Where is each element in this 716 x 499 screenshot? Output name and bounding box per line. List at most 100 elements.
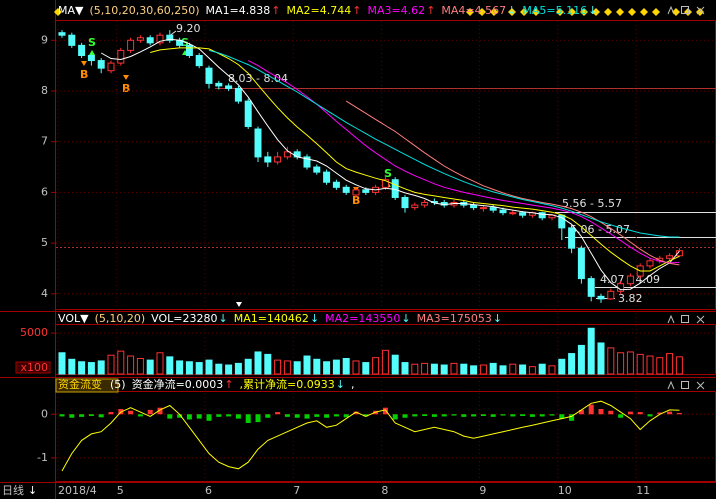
signal-diamond: [580, 8, 588, 16]
volume-bar: [440, 364, 448, 375]
price-annotation: 8.03 - 8.04: [228, 72, 288, 85]
header-text: ↓: [588, 4, 597, 17]
volume-bar: [617, 352, 625, 375]
candle-body: [362, 189, 370, 193]
price-annotation: 3.82: [618, 292, 643, 305]
flow-bar: [137, 414, 143, 417]
candle-body: [587, 278, 595, 297]
y-tick-label: 0: [41, 407, 48, 420]
candle-body: [195, 54, 203, 67]
header-text: MA2=4.744: [287, 4, 352, 17]
level-lines: [56, 30, 716, 299]
sell-signal: S: [384, 167, 392, 180]
header-text: MA3=175053: [417, 312, 492, 325]
candle-body: [117, 49, 125, 64]
volume-bar: [274, 359, 282, 375]
maximize-icon[interactable]: [681, 6, 689, 14]
flow-bar: [500, 414, 506, 416]
flow-bar: [59, 414, 65, 417]
volume-bar: [185, 361, 193, 375]
volume-bar: [234, 362, 242, 375]
signal-diamond: [568, 8, 576, 16]
close-icon[interactable]: [696, 381, 705, 390]
flow-bar: [88, 414, 94, 416]
header-text: 资金流变: [58, 377, 102, 391]
buy-signal: B: [352, 194, 360, 207]
header-text: VOL=23280: [151, 312, 217, 325]
up-icon[interactable]: [667, 5, 675, 15]
candle-body: [499, 209, 507, 214]
flow-bar: [98, 414, 104, 418]
volume-bar: [656, 357, 664, 375]
flow-bar: [529, 414, 535, 417]
flow-bar: [128, 410, 134, 415]
header-text: ↑: [352, 4, 361, 17]
candle-body: [166, 34, 174, 41]
volume-bar: [283, 360, 291, 375]
signal-diamond: [466, 8, 474, 16]
volume-bar: [136, 357, 144, 375]
flow-bar: [549, 414, 555, 416]
x-tick-label: 9: [479, 484, 486, 497]
x-tick-label: 8: [381, 484, 388, 497]
volume-bar: [489, 362, 497, 375]
volume-bar: [352, 360, 360, 375]
flow-bar: [186, 414, 192, 420]
price-annotation: 5.56 - 5.57: [562, 197, 622, 210]
candle-body: [666, 255, 674, 259]
x-tick-label: 10: [558, 484, 572, 497]
flow-bar: [657, 412, 663, 415]
close-icon[interactable]: [696, 6, 705, 15]
candle-body: [234, 87, 242, 102]
flow-bar: [647, 414, 653, 417]
header-text: ↓: [507, 4, 516, 17]
maximize-icon[interactable]: [681, 381, 689, 389]
flow-bar: [333, 414, 339, 417]
flow-bar: [108, 412, 114, 415]
flow-bar: [353, 411, 359, 415]
candle-body: [577, 247, 585, 280]
header-text: (5,10,20): [95, 312, 146, 325]
header-text: ↑: [224, 378, 233, 391]
candle-body: [274, 156, 282, 163]
candle-body: [607, 290, 615, 300]
buy-signal: B: [80, 68, 88, 81]
price-annotation: 9.20: [176, 22, 201, 35]
volume-bar: [195, 362, 203, 375]
volume-bar: [68, 358, 76, 375]
window-icons[interactable]: [667, 5, 705, 390]
maximize-icon[interactable]: [681, 315, 689, 323]
candle-body: [283, 151, 291, 158]
volume-bar: [381, 349, 389, 375]
indicator-menu-box[interactable]: [55, 378, 119, 393]
flow-bar: [539, 414, 545, 417]
header-text: MA1=4.838: [206, 4, 271, 17]
x-tick-label: 5: [117, 484, 124, 497]
candle-body: [244, 100, 252, 127]
signal-diamond: [54, 8, 62, 16]
close-icon[interactable]: [696, 315, 705, 324]
volume-bar: [303, 355, 311, 375]
candle-body: [479, 207, 487, 210]
volume-bar: [479, 364, 487, 375]
up-icon[interactable]: [667, 314, 675, 324]
signal-diamond: [652, 8, 660, 16]
flow-bar: [235, 414, 241, 419]
header-text: ↓: [336, 378, 345, 391]
signal-diamond: [478, 8, 486, 16]
candle-body: [78, 44, 86, 56]
flow-bar: [69, 414, 75, 418]
candle-body: [646, 260, 654, 267]
up-icon[interactable]: [667, 380, 675, 390]
candle-body: [146, 37, 154, 44]
candle-body: [401, 196, 409, 209]
flow-bar: [618, 414, 624, 418]
candle-body: [332, 181, 340, 188]
header-text: MA2=143550: [325, 312, 400, 325]
candle-body: [411, 204, 419, 209]
volume-bar: [401, 362, 409, 375]
flow-bar: [667, 411, 673, 415]
volume-bar: [225, 364, 233, 375]
flow-bar: [294, 414, 300, 418]
